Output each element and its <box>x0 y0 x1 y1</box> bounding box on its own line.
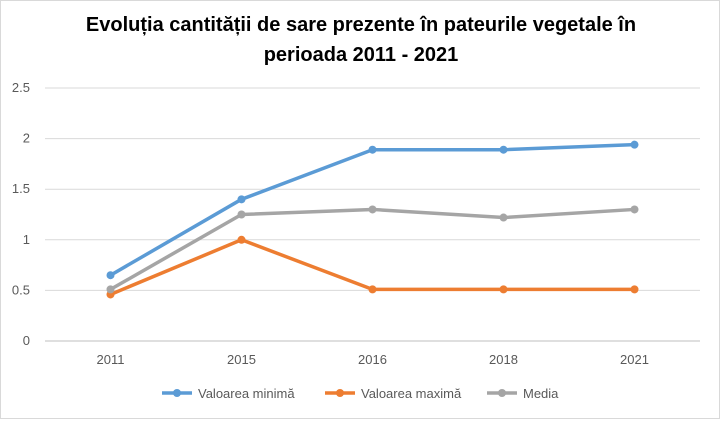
data-point <box>106 285 115 294</box>
series-lines <box>106 140 639 299</box>
legend-label: Valoarea maximă <box>361 386 462 401</box>
data-point <box>630 140 639 149</box>
data-point <box>237 195 246 204</box>
legend-marker <box>336 389 344 397</box>
data-point <box>106 271 115 280</box>
x-tick-label: 2016 <box>358 352 387 367</box>
data-point <box>499 285 508 294</box>
data-point <box>630 285 639 294</box>
y-axis-tick-labels: 0 0.5 1 1.5 2 2.5 <box>12 80 30 348</box>
legend-marker <box>173 389 181 397</box>
data-point <box>237 235 246 244</box>
x-tick-label: 2018 <box>489 352 518 367</box>
legend-label: Media <box>523 386 559 401</box>
data-point <box>237 210 246 219</box>
x-tick-label: 2015 <box>227 352 256 367</box>
chart-title-line-1: Evoluția cantității de sare prezente în … <box>85 14 637 36</box>
data-point <box>499 213 508 222</box>
data-point <box>368 285 377 294</box>
data-point <box>499 145 508 154</box>
y-tick-label: 2 <box>23 131 30 146</box>
data-point <box>368 205 377 214</box>
y-tick-label: 1.5 <box>12 181 30 196</box>
y-tick-label: 1 <box>23 232 30 247</box>
legend: Valoarea minimă Valoarea maximă Media <box>162 386 559 401</box>
x-tick-label: 2011 <box>97 352 125 367</box>
gridlines <box>45 87 700 342</box>
x-tick-label: 2021 <box>620 352 649 367</box>
y-tick-label: 2.5 <box>12 80 30 95</box>
series-line <box>108 207 637 292</box>
chart-title: Evoluția cantității de sare prezente în … <box>0 10 722 70</box>
legend-marker <box>498 389 506 397</box>
y-tick-label: 0 <box>23 333 30 348</box>
data-point <box>368 145 377 154</box>
data-point <box>630 205 639 214</box>
legend-label: Valoarea minimă <box>198 386 295 401</box>
y-tick-label: 0.5 <box>12 282 30 297</box>
x-axis-tick-labels: 2011 2015 2016 2018 2021 <box>97 352 649 367</box>
chart-title-line-2: perioada 2011 - 2021 <box>263 44 459 66</box>
